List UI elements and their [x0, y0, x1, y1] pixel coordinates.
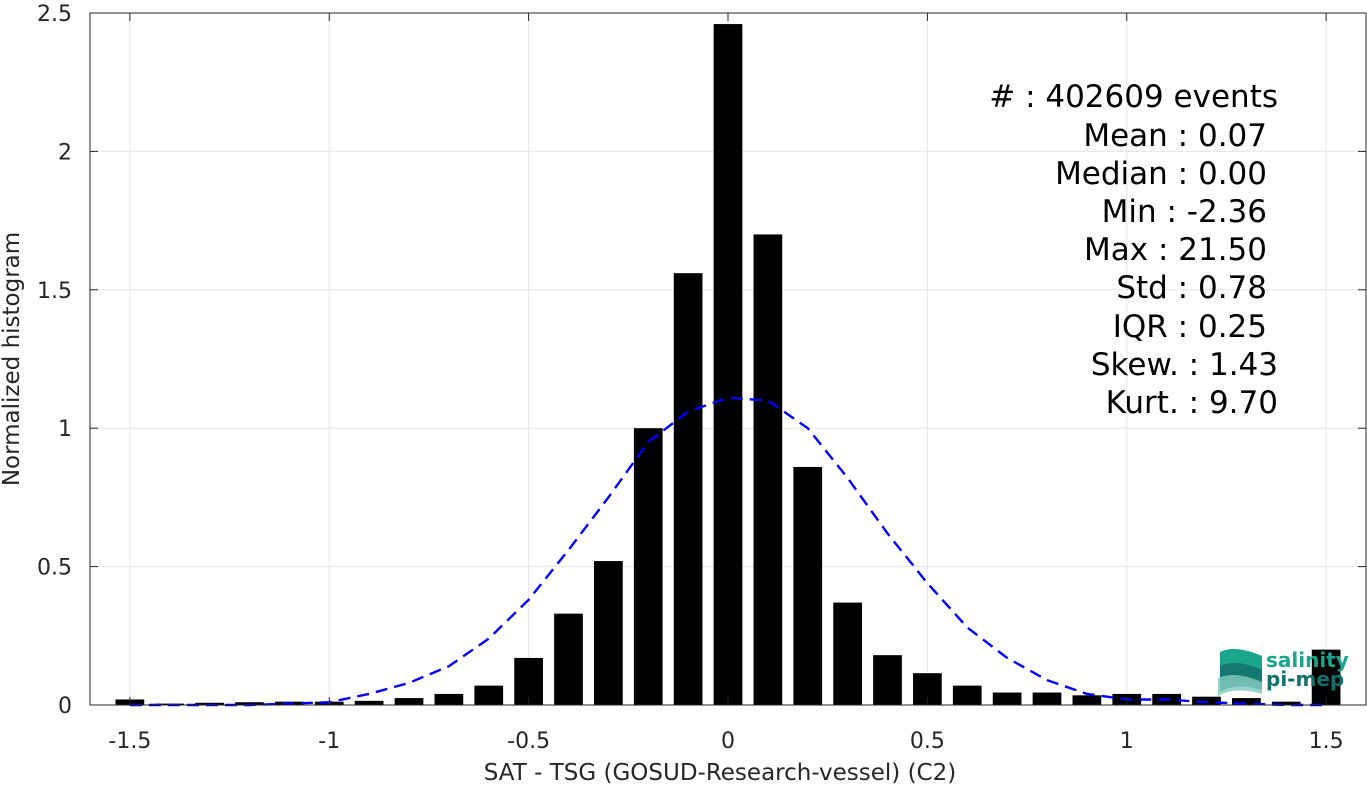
histogram-bar [1271, 701, 1301, 705]
x-tick-label: -1 [318, 729, 340, 754]
histogram-bar [554, 613, 583, 705]
histogram-bar [394, 698, 424, 705]
histogram-bar [235, 702, 264, 705]
histogram-bar [633, 428, 663, 705]
histogram-bar [673, 273, 703, 705]
histogram-bar [354, 700, 384, 705]
y-axis-label: Normalized histogram [0, 232, 25, 486]
histogram-bar [1311, 649, 1341, 705]
stat-max: Max : 21.50 [1084, 232, 1267, 268]
wave-logo-icon [1218, 649, 1262, 696]
x-tick-label: 0 [721, 729, 735, 754]
y-tick-label: 0.5 [37, 556, 72, 581]
x-tick-label: 1.5 [1309, 729, 1344, 754]
stat-mean: Mean : 0.07 [1083, 118, 1267, 154]
histogram-bar [873, 655, 902, 705]
y-tick-label: 2.5 [37, 2, 72, 27]
histogram-bar [992, 692, 1022, 705]
histogram-bar [474, 685, 504, 705]
histogram-bar [793, 466, 823, 705]
stat-events: # : 402609 events [989, 79, 1278, 115]
salinity-pi-mep-logo: salinity pi-mep [1218, 648, 1349, 696]
histogram-bar [1072, 695, 1102, 705]
histogram-bar [833, 602, 862, 705]
stat-iqr: IQR : 0.25 [1113, 309, 1267, 345]
histogram-bar [1232, 698, 1261, 705]
histogram-bar [753, 234, 783, 705]
y-tick-label: 0 [58, 694, 72, 719]
x-axis-label: SAT - TSG (GOSUD-Research-vessel) (C2) [484, 760, 956, 785]
x-tick-labels: -1.5 -1 -0.5 0 0.5 1 1.5 [108, 729, 1343, 754]
x-tick-label: -0.5 [507, 729, 550, 754]
x-tick-label: 1 [1120, 729, 1134, 754]
histogram-bar [1192, 696, 1221, 705]
axis-ticks [90, 12, 1366, 706]
statistics-annotation: # : 402609 events Mean : 0.07 Median : 0… [989, 79, 1278, 421]
y-tick-label: 1.5 [37, 279, 72, 304]
logo-line1: salinity [1266, 648, 1349, 672]
x-tick-label: -1.5 [108, 729, 151, 754]
stat-std: Std : 0.78 [1116, 270, 1267, 306]
histogram-bar [594, 561, 623, 705]
histogram-bar [713, 24, 743, 705]
y-tick-label: 2 [58, 140, 72, 165]
y-tick-label: 1 [58, 417, 72, 442]
histogram-bar [1032, 692, 1062, 705]
stat-skew: Skew. : 1.43 [1091, 347, 1278, 383]
histogram-bars [115, 24, 1341, 705]
stat-median: Median : 0.00 [1055, 156, 1267, 192]
y-tick-labels: 0 0.5 1 1.5 2 2.5 [37, 2, 72, 719]
histogram-bar [434, 693, 464, 705]
x-tick-label: 0.5 [910, 729, 945, 754]
stat-min: Min : -2.36 [1102, 194, 1267, 230]
logo-line2: pi-mep [1266, 667, 1344, 691]
stat-kurt: Kurt. : 9.70 [1106, 385, 1278, 421]
histogram-bar [952, 685, 982, 705]
